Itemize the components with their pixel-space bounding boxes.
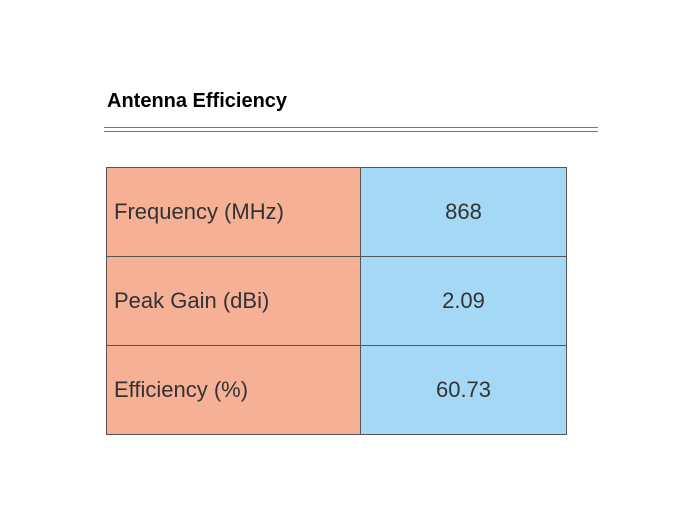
value-cell: 2.09 xyxy=(360,256,567,346)
value-cell: 60.73 xyxy=(360,345,567,435)
table: Frequency (MHz) 868 Peak Gain (dBi) 2.09 Eff… xyxy=(106,167,567,435)
label-cell: Frequency (MHz) xyxy=(106,167,361,257)
rule xyxy=(104,131,598,132)
rule xyxy=(104,127,598,128)
row: Frequency (MHz) 868 xyxy=(106,167,567,257)
label-cell: Efficiency (%) xyxy=(106,345,361,435)
row: Peak Gain (dBi) 2.09 xyxy=(106,256,567,346)
title: Antenna Efficiency xyxy=(107,90,288,112)
value-cell: 868 xyxy=(360,167,567,257)
table-body: Frequency (MHz) 868 Peak Gain (dBi) 2.09 Eff… xyxy=(106,167,567,435)
label-cell: Peak Gain (dBi) xyxy=(106,256,361,346)
row: Efficiency (%) 60.73 xyxy=(106,345,567,435)
